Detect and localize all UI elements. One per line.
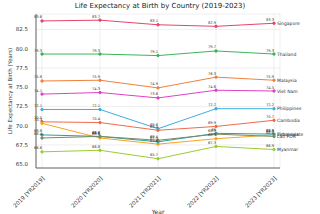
svg-text:69.9: 69.9 — [208, 121, 217, 125]
svg-text:66.8: 66.8 — [92, 145, 101, 149]
svg-text:68.1: 68.1 — [150, 135, 158, 139]
svg-text:69.4: 69.4 — [150, 125, 159, 129]
svg-text:70.0: 70.0 — [16, 123, 29, 129]
svg-text:74.9: 74.9 — [150, 82, 159, 86]
svg-text:Philippines: Philippines — [277, 106, 302, 111]
svg-text:2021 [YR2021]: 2021 [YR2021] — [128, 175, 161, 208]
svg-text:83.3: 83.3 — [266, 18, 274, 22]
svg-text:77.5: 77.5 — [16, 65, 29, 71]
svg-text:79.1: 79.1 — [150, 50, 158, 54]
svg-text:67.5: 67.5 — [16, 142, 29, 148]
svg-text:67.6: 67.6 — [150, 138, 158, 143]
svg-text:65.7: 65.7 — [150, 153, 158, 157]
svg-text:72.5: 72.5 — [16, 103, 29, 109]
svg-text:79.3: 79.3 — [92, 49, 100, 53]
svg-text:Malaysia: Malaysia — [277, 78, 297, 83]
svg-text:68.6: 68.6 — [92, 131, 101, 135]
svg-text:70.3: 70.3 — [34, 118, 42, 122]
svg-text:80.0: 80.0 — [16, 46, 29, 52]
svg-text:76.3: 76.3 — [208, 72, 216, 76]
svg-text:2023 [YR2023]: 2023 [YR2023] — [244, 175, 277, 208]
svg-text:Year: Year — [151, 208, 165, 214]
svg-text:Viet Nam: Viet Nam — [277, 89, 298, 94]
svg-text:74.1: 74.1 — [34, 89, 42, 93]
svg-text:72.1: 72.1 — [34, 104, 42, 108]
svg-text:72.2: 72.2 — [266, 103, 274, 107]
svg-text:Cambodia: Cambodia — [277, 118, 300, 123]
svg-text:74.3: 74.3 — [92, 87, 100, 91]
svg-text:79.7: 79.7 — [208, 45, 216, 49]
svg-text:67.3: 67.3 — [208, 141, 216, 145]
svg-text:68.4: 68.4 — [34, 132, 43, 136]
svg-text:66.6: 66.6 — [34, 146, 43, 150]
svg-text:2020 [YR2020]: 2020 [YR2020] — [70, 175, 103, 208]
svg-text:Life Expectancy at Birth (Year: Life Expectancy at Birth (Years) — [8, 48, 14, 134]
svg-text:82.9: 82.9 — [208, 21, 217, 25]
svg-text:66.9: 66.9 — [266, 144, 275, 148]
svg-text:79.3: 79.3 — [34, 49, 42, 53]
svg-text:72.1: 72.1 — [92, 104, 100, 108]
svg-text:Singapore: Singapore — [277, 21, 300, 26]
svg-text:82.5: 82.5 — [16, 26, 29, 32]
svg-text:74.5: 74.5 — [266, 86, 274, 90]
svg-text:72.2: 72.2 — [208, 103, 216, 107]
svg-text:65.0: 65.0 — [16, 161, 29, 167]
svg-text:Thailand: Thailand — [276, 52, 296, 57]
svg-text:68.6: 68.6 — [266, 131, 275, 135]
svg-text:75.9: 75.9 — [266, 75, 275, 79]
svg-text:70.7: 70.7 — [266, 115, 274, 119]
svg-text:75.0: 75.0 — [16, 84, 29, 90]
svg-text:Myanmar: Myanmar — [277, 147, 298, 152]
svg-text:68.8: 68.8 — [34, 129, 42, 134]
svg-text:2022 [YR2022]: 2022 [YR2022] — [186, 175, 219, 208]
svg-text:75.9: 75.9 — [92, 75, 101, 79]
svg-text:2019 [YR2019]: 2019 [YR2019] — [12, 175, 45, 208]
svg-text:83.7: 83.7 — [92, 15, 100, 19]
svg-text:Lao PDR: Lao PDR — [277, 134, 296, 139]
svg-text:83.6: 83.6 — [34, 15, 43, 19]
svg-text:73.6: 73.6 — [150, 92, 159, 96]
svg-text:70.4: 70.4 — [92, 117, 101, 121]
svg-text:68.9: 68.9 — [208, 129, 217, 133]
svg-text:74.6: 74.6 — [208, 85, 217, 89]
svg-text:68.6: 68.6 — [92, 131, 101, 135]
svg-text:83.1: 83.1 — [150, 19, 158, 23]
svg-text:68.3: 68.3 — [208, 133, 216, 137]
svg-text:75.8: 75.8 — [34, 75, 43, 79]
html-text:Life Expectancy at Birth by Co: Life Expectancy at Birth by Country (201… — [74, 2, 246, 10]
svg-text:79.3: 79.3 — [266, 49, 274, 53]
